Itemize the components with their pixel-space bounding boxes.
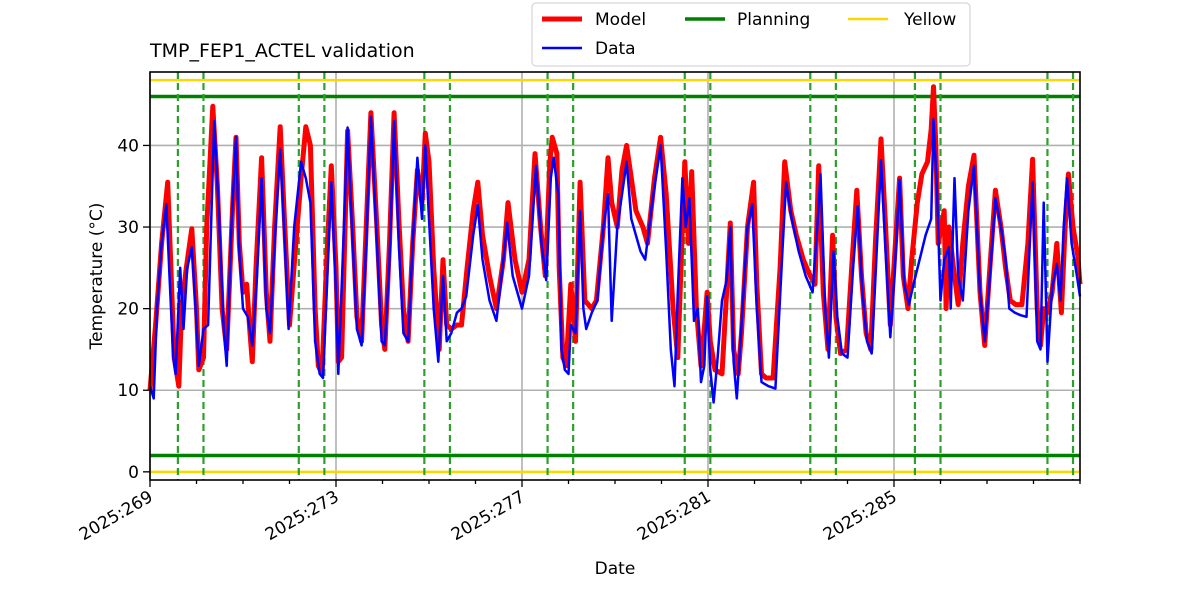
limits-layer bbox=[150, 78, 1080, 474]
legend-label-data: Data bbox=[595, 39, 636, 59]
y-tick-label: 10 bbox=[117, 381, 139, 401]
y-tick-label: 40 bbox=[117, 136, 139, 156]
legend: Model Data Planning Yellow bbox=[531, 2, 971, 67]
series-line-model bbox=[147, 84, 1083, 391]
x-axis-label: Date bbox=[595, 559, 636, 579]
legend-label-yellow: Yellow bbox=[903, 10, 956, 30]
y-tick-label: 0 bbox=[128, 463, 139, 483]
x-tick-label: 2025:273 bbox=[262, 487, 343, 545]
y-axis-label: Temperature (°C) bbox=[87, 203, 107, 351]
x-tick-label: 2025:277 bbox=[448, 487, 529, 545]
series-layer bbox=[147, 84, 1083, 404]
x-tick-label: 2025:269 bbox=[76, 487, 157, 545]
y-tick-label: 30 bbox=[117, 218, 139, 238]
y-tick-label: 20 bbox=[117, 300, 139, 320]
series-line-data bbox=[148, 115, 1082, 404]
legend-label-planning: Planning bbox=[737, 10, 810, 30]
chart-title: TMP_FEP1_ACTEL validation bbox=[149, 40, 415, 62]
legend-label-model: Model bbox=[595, 10, 646, 30]
x-tick-label: 2025:285 bbox=[820, 487, 901, 545]
x-tick-label: 2025:281 bbox=[634, 487, 715, 545]
